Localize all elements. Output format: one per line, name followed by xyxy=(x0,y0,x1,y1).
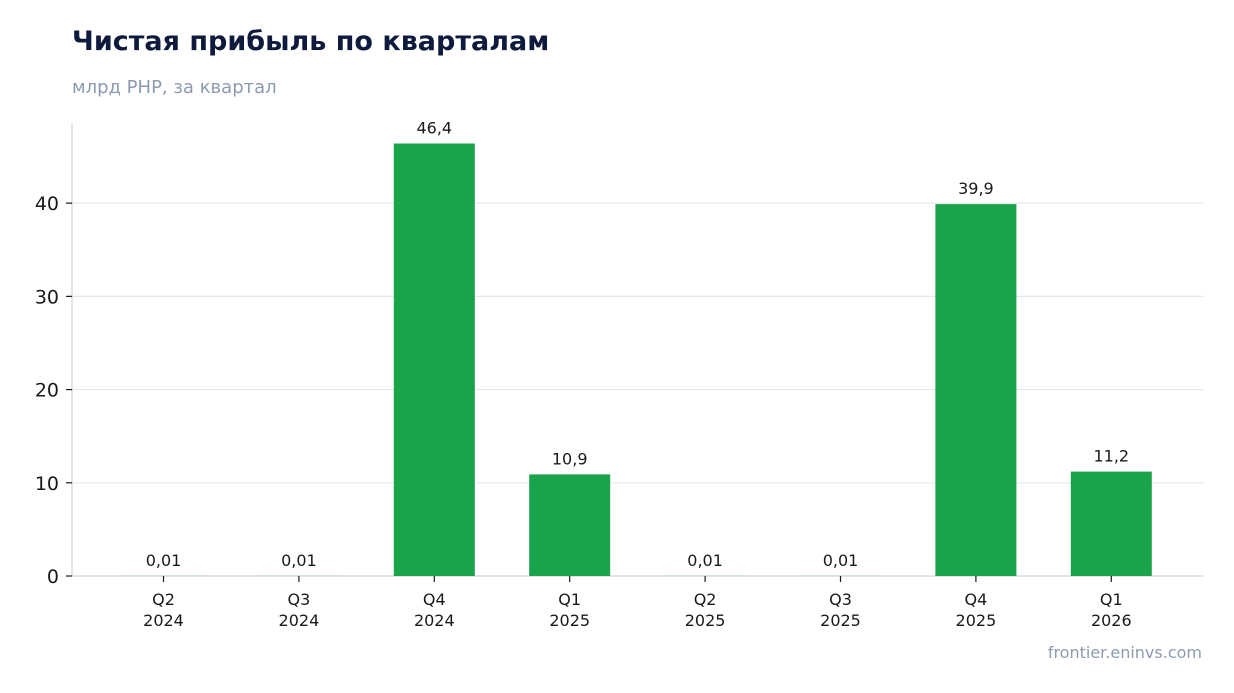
data-label: 0,01 xyxy=(281,551,317,570)
y-tick-label: 20 xyxy=(35,380,59,402)
x-tick-label-quarter: Q2 xyxy=(694,590,717,609)
bars xyxy=(123,143,1152,577)
gridlines xyxy=(72,202,1203,484)
x-tick-label-quarter: Q2 xyxy=(152,590,175,609)
bar xyxy=(935,204,1017,576)
x-tick-label-quarter: Q1 xyxy=(1100,590,1123,609)
y-tick-label: 40 xyxy=(35,193,59,215)
y-tick-label: 0 xyxy=(47,566,59,588)
data-label: 10,9 xyxy=(552,449,588,468)
x-tick-label-year: 2026 xyxy=(1091,611,1132,630)
data-label: 11,2 xyxy=(1093,447,1129,466)
y-tick-label: 30 xyxy=(35,286,59,308)
data-label: 0,01 xyxy=(146,551,182,570)
x-tick-label-year: 2025 xyxy=(549,611,590,630)
data-labels: 0,01 0,01 46,4 10,9 0,01 0,01 39,9 11,2 xyxy=(146,119,1129,570)
data-label: 46,4 xyxy=(416,119,452,138)
x-tick-label-year: 2025 xyxy=(956,611,997,630)
data-label: 39,9 xyxy=(958,179,994,198)
bar xyxy=(393,143,475,577)
x-tick-label-quarter: Q4 xyxy=(423,590,446,609)
x-tick-label-quarter: Q3 xyxy=(829,590,852,609)
y-tick-label: 10 xyxy=(35,473,59,495)
data-label: 0,01 xyxy=(823,551,859,570)
x-tick-label-year: 2024 xyxy=(143,611,184,630)
x-axis-ticks: Q2 2024 Q3 2024 Q4 2024 Q1 2025 Q2 2025 Q3 2025 Q4 20… xyxy=(143,576,1132,630)
x-tick-label-quarter: Q4 xyxy=(965,590,988,609)
x-tick-label-year: 2024 xyxy=(279,611,320,630)
chart-title: Чистая прибыль по кварталам xyxy=(72,26,550,57)
data-label: 0,01 xyxy=(687,551,723,570)
x-tick-label-year: 2024 xyxy=(414,611,455,630)
x-tick-label-year: 2025 xyxy=(685,611,726,630)
bar xyxy=(1070,471,1152,576)
chart-subtitle: млрд PHP, за квартал xyxy=(72,77,277,98)
y-axis-ticks: 0 10 20 30 40 xyxy=(35,193,72,588)
bar xyxy=(529,474,611,576)
x-tick-label-quarter: Q1 xyxy=(558,590,581,609)
x-tick-label-year: 2025 xyxy=(820,611,861,630)
source-note: frontier.eninvs.com xyxy=(1047,643,1202,662)
x-tick-label-quarter: Q3 xyxy=(288,590,311,609)
